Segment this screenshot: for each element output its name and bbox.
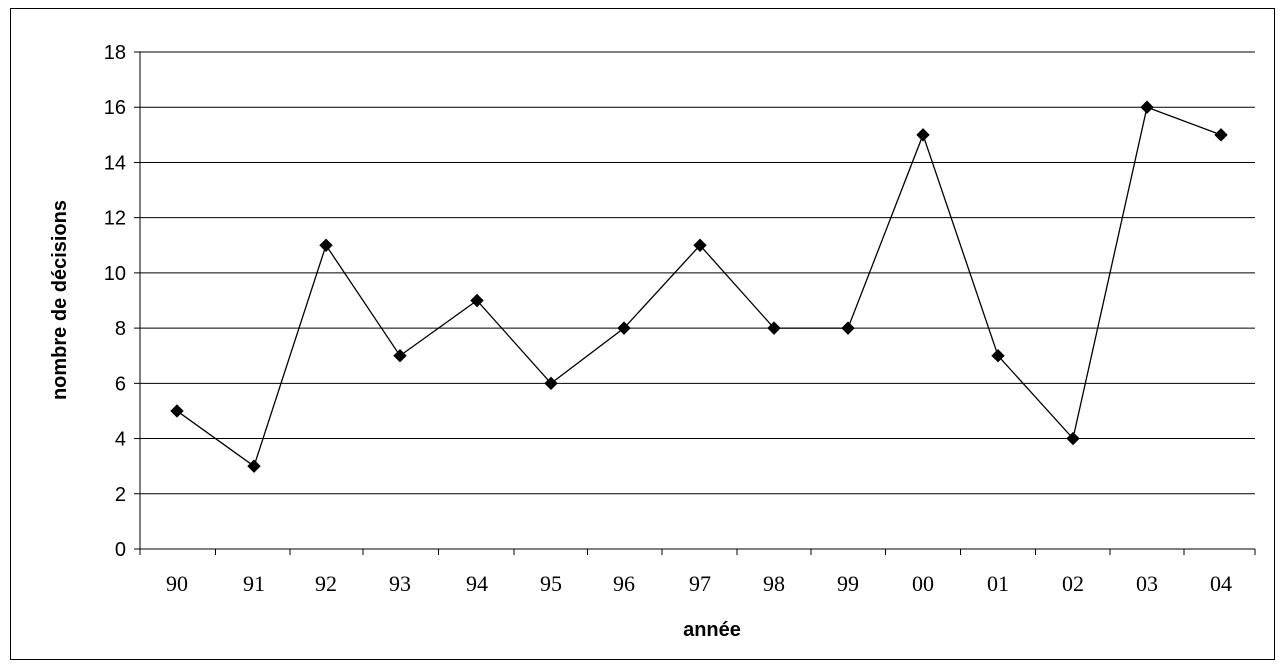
data-point (470, 293, 484, 308)
x-tick-label: 00 (912, 571, 934, 596)
x-tick-label: 02 (1062, 571, 1084, 596)
gridlines (140, 51, 1255, 495)
y-tick-label: 10 (104, 263, 126, 285)
data-point (393, 349, 407, 363)
x-tick-label: 92 (315, 571, 337, 596)
data-point (1140, 100, 1154, 114)
x-tick-label: 96 (613, 571, 635, 596)
x-tick-labels: 90 91 92 93 94 95 96 97 98 99 00 01 02 03 04 (166, 571, 1232, 596)
x-tick-label: 90 (166, 571, 188, 596)
chart-frame (10, 8, 1275, 660)
y-tick-label: 16 (104, 97, 126, 119)
y-tick-label: 12 (104, 208, 126, 230)
y-tick-label: 6 (115, 373, 126, 395)
x-tick-label: 99 (837, 571, 859, 596)
y-tick-label: 4 (115, 429, 126, 451)
data-point (170, 404, 184, 418)
series-line (176, 106, 1222, 468)
data-point (247, 459, 261, 473)
y-tick-label: 18 (104, 42, 126, 64)
y-tick-label: 0 (115, 539, 126, 561)
x-axis-title: année (683, 619, 741, 641)
x-tick-label: 94 (466, 571, 488, 596)
axes (134, 51, 1256, 555)
data-point (1066, 431, 1080, 446)
y-tick-label: 14 (104, 152, 126, 174)
x-tick-label: 91 (243, 571, 265, 596)
x-tick-label: 98 (763, 571, 785, 596)
x-tick-label: 97 (689, 571, 711, 596)
x-tick-label: 01 (987, 571, 1009, 596)
data-point (693, 238, 707, 252)
data-point (841, 321, 855, 335)
y-axis-title: nombre de décisions (49, 200, 71, 400)
data-point (319, 238, 333, 252)
series-polyline (176, 106, 1222, 468)
y-tick-labels: 0 2 4 6 8 10 12 14 16 18 (104, 42, 126, 561)
y-tick-label: 8 (115, 318, 126, 340)
data-point (544, 376, 558, 391)
x-tick-label: 03 (1136, 571, 1158, 596)
x-tick-label: 95 (540, 571, 562, 596)
data-point (1214, 128, 1228, 142)
x-tick-label: 04 (1210, 571, 1232, 596)
y-tick-label: 2 (115, 484, 126, 506)
data-point (617, 321, 631, 335)
data-markers (170, 100, 1228, 473)
data-point (916, 128, 930, 142)
x-tick-label: 93 (389, 571, 411, 596)
data-point (991, 349, 1005, 363)
data-point (767, 321, 781, 335)
